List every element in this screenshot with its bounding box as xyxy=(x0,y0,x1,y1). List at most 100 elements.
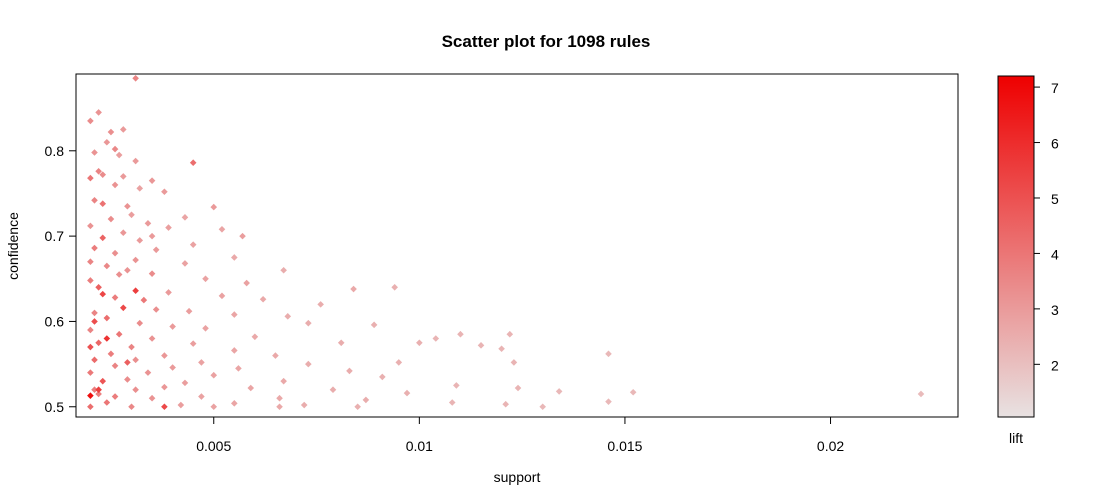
data-point xyxy=(111,145,119,153)
data-point xyxy=(502,400,509,408)
colorbar-axis: 2 3 4 5 6 7 xyxy=(1034,80,1059,373)
data-point xyxy=(111,181,119,189)
data-point xyxy=(917,390,925,398)
data-point xyxy=(280,266,287,274)
data-point xyxy=(124,376,131,383)
data-point xyxy=(498,345,505,353)
data-point xyxy=(259,295,267,303)
data-point xyxy=(231,254,238,261)
data-point xyxy=(144,369,152,376)
data-point xyxy=(370,321,378,329)
data-point xyxy=(329,386,337,393)
data-point xyxy=(99,234,107,242)
data-point xyxy=(136,237,144,244)
data-point xyxy=(391,284,398,291)
colorbar-tick-label: 7 xyxy=(1051,80,1059,96)
data-point xyxy=(132,356,139,364)
data-point xyxy=(305,319,312,327)
data-point xyxy=(115,151,123,159)
data-point xyxy=(148,335,156,342)
data-point xyxy=(280,377,287,385)
data-point xyxy=(218,225,226,233)
data-point xyxy=(185,307,193,315)
x-axis-label: support xyxy=(494,469,541,485)
data-point xyxy=(148,232,156,240)
data-point xyxy=(148,394,156,402)
data-point xyxy=(132,256,139,264)
data-point xyxy=(132,157,139,165)
data-point xyxy=(91,386,98,393)
data-point xyxy=(103,399,111,406)
data-point xyxy=(305,360,312,368)
data-point xyxy=(95,386,102,393)
data-point xyxy=(91,244,98,252)
x-axis: 0.005 0.01 0.015 0.02 xyxy=(196,417,844,454)
data-point xyxy=(605,398,612,405)
data-point xyxy=(243,279,250,287)
data-point xyxy=(132,287,139,295)
data-point xyxy=(169,323,176,330)
data-point xyxy=(124,202,131,210)
data-point xyxy=(87,392,94,399)
data-point xyxy=(95,167,102,175)
data-point xyxy=(231,311,238,318)
data-point xyxy=(189,340,197,347)
data-point xyxy=(272,352,279,359)
data-point xyxy=(169,364,176,371)
data-point xyxy=(128,403,135,411)
data-point xyxy=(189,241,197,248)
colorbar-tick-label: 6 xyxy=(1051,136,1059,152)
data-point xyxy=(181,379,189,387)
y-axis: 0.5 0.6 0.7 0.8 xyxy=(45,143,76,415)
y-tick-label: 0.7 xyxy=(45,228,65,244)
data-point xyxy=(165,224,172,231)
data-point xyxy=(107,350,115,358)
data-point xyxy=(605,350,612,358)
data-point xyxy=(202,324,209,332)
data-point xyxy=(111,249,119,257)
data-point xyxy=(354,403,361,411)
data-point xyxy=(136,185,144,192)
data-point xyxy=(506,330,514,338)
data-point xyxy=(457,330,464,338)
data-point xyxy=(202,275,209,283)
data-point xyxy=(124,359,131,366)
data-point xyxy=(148,177,156,184)
data-point xyxy=(152,246,160,254)
data-point xyxy=(198,359,205,366)
data-point xyxy=(87,369,94,376)
data-point xyxy=(119,173,127,180)
data-point xyxy=(103,335,111,342)
data-point xyxy=(132,386,139,393)
data-point xyxy=(210,203,218,211)
data-point xyxy=(284,313,292,320)
data-point xyxy=(99,290,107,298)
data-point xyxy=(161,383,168,391)
data-point xyxy=(181,260,189,267)
data-point xyxy=(231,347,238,354)
data-point xyxy=(510,359,518,366)
data-point xyxy=(403,389,411,397)
data-point xyxy=(111,294,119,301)
data-point xyxy=(448,399,456,406)
y-axis-label: confidence xyxy=(5,212,21,280)
colorbar-tick-label: 4 xyxy=(1051,246,1059,262)
data-point xyxy=(119,304,127,312)
data-point xyxy=(115,271,123,278)
data-point xyxy=(95,339,102,347)
x-tick-label: 0.02 xyxy=(817,438,844,454)
data-point xyxy=(136,319,144,327)
data-point xyxy=(144,220,152,227)
data-point xyxy=(115,330,123,338)
data-point xyxy=(317,301,324,308)
data-point xyxy=(87,343,94,351)
data-point xyxy=(235,365,242,372)
data-point xyxy=(239,232,246,240)
data-point xyxy=(99,377,107,385)
data-point xyxy=(87,326,94,334)
data-point xyxy=(514,384,522,392)
data-point xyxy=(198,393,205,400)
data-point xyxy=(477,342,485,349)
data-point xyxy=(87,174,94,182)
